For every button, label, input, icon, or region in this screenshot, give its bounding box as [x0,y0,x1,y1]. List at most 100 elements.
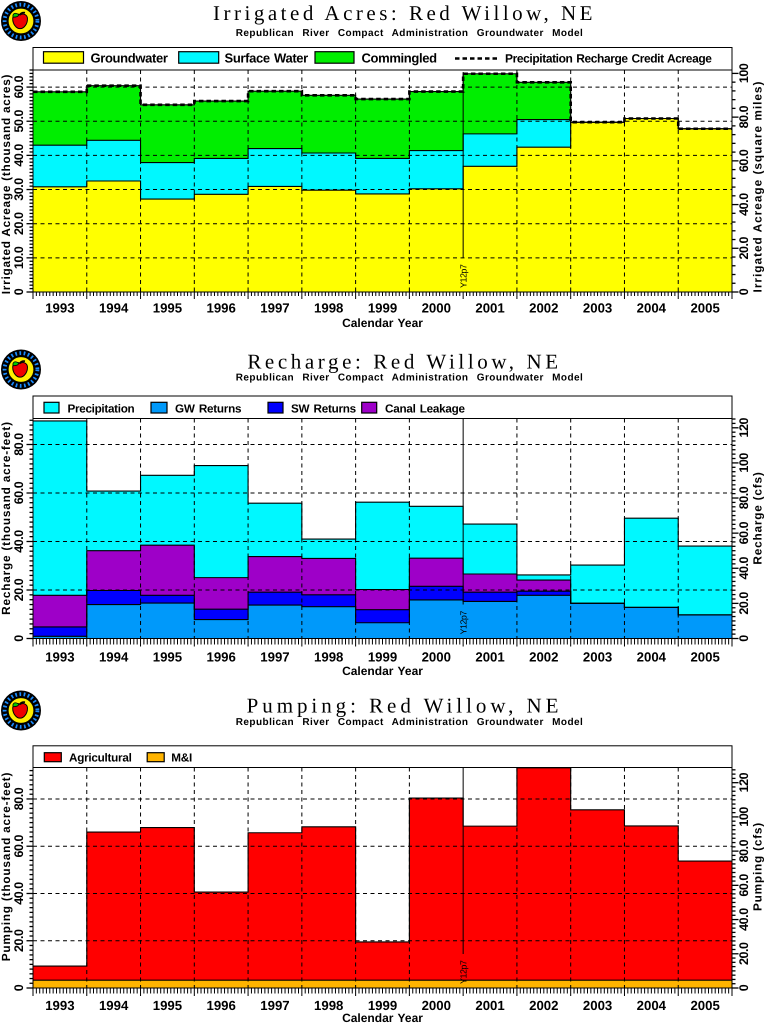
svg-text:1996: 1996 [207,650,236,665]
svg-text:0: 0 [737,984,751,991]
svg-text:20.0: 20.0 [12,212,26,235]
svg-text:20.0: 20.0 [737,592,751,615]
svg-text:60.0: 60.0 [12,834,26,857]
svg-text:30.0: 30.0 [12,178,26,201]
svg-text:Y12p7: Y12p7 [459,264,469,288]
svg-text:60.0: 60.0 [737,521,751,544]
svg-text:0: 0 [737,288,751,295]
svg-text:100: 100 [737,807,751,827]
svg-text:Republican River Compact Admin: Republican River Compact Administration … [236,373,584,384]
svg-text:1998: 1998 [314,301,343,316]
svg-text:Y12p7: Y12p7 [459,960,469,984]
svg-text:1993: 1993 [45,301,74,316]
svg-text:20.0: 20.0 [737,942,751,965]
svg-text:GW Returns: GW Returns [175,402,242,415]
svg-text:40.0: 40.0 [737,193,751,216]
svg-text:2004: 2004 [637,998,667,1013]
svg-text:40.0: 40.0 [12,530,26,553]
svg-text:10.0: 10.0 [12,246,26,269]
svg-text:2000: 2000 [422,998,451,1013]
svg-text:40.0: 40.0 [12,882,26,905]
svg-text:2005: 2005 [690,301,719,316]
svg-text:Calendar Year: Calendar Year [342,316,423,330]
svg-text:1997: 1997 [260,998,289,1013]
svg-text:Pumping (cfs): Pumping (cfs) [751,822,765,911]
svg-text:20.0: 20.0 [737,237,751,260]
svg-text:2002: 2002 [529,301,558,316]
svg-text:1993: 1993 [45,998,74,1013]
svg-text:100: 100 [737,453,751,473]
svg-text:Pumping: Red Willow, NE: Pumping: Red Willow, NE [247,693,563,717]
svg-text:2000: 2000 [422,301,451,316]
svg-text:0: 0 [737,635,751,642]
svg-text:2001: 2001 [475,998,504,1013]
svg-text:Recharge (thousand acre-feet): Recharge (thousand acre-feet) [0,421,13,615]
svg-text:0: 0 [12,635,26,642]
svg-text:Precipitation: Precipitation [68,402,135,415]
svg-text:Recharge: Red Willow, NE: Recharge: Red Willow, NE [247,349,561,373]
svg-text:2003: 2003 [583,998,612,1013]
svg-text:Commingled: Commingled [362,50,438,65]
svg-text:1997: 1997 [260,301,289,316]
svg-text:Y12p7: Y12p7 [459,611,469,635]
svg-text:2004: 2004 [637,650,667,665]
svg-text:1994: 1994 [99,301,129,316]
svg-text:Irrigated Acreage (square mile: Irrigated Acreage (square miles) [751,81,765,293]
svg-text:Irrigated Acres: Red Willow, N: Irrigated Acres: Red Willow, NE [213,1,596,25]
svg-text:Republican River Compact Admin: Republican River Compact Administration … [236,28,584,39]
svg-text:20.0: 20.0 [12,929,26,952]
svg-text:40.0: 40.0 [737,908,751,931]
svg-text:Calendar Year: Calendar Year [342,664,423,678]
svg-text:2000: 2000 [422,650,451,665]
svg-text:2003: 2003 [583,650,612,665]
svg-text:1998: 1998 [314,998,343,1013]
svg-text:60.0: 60.0 [12,75,26,98]
svg-text:120: 120 [737,772,751,792]
svg-text:Agricultural: Agricultural [69,752,132,765]
svg-text:80.0: 80.0 [737,486,751,509]
svg-text:2005: 2005 [690,650,719,665]
svg-text:1995: 1995 [153,998,182,1013]
svg-text:2002: 2002 [529,998,558,1013]
svg-text:1996: 1996 [207,998,236,1013]
svg-text:1999: 1999 [368,650,397,665]
svg-text:50.0: 50.0 [12,109,26,132]
svg-text:Pumping (thousand acre-feet): Pumping (thousand acre-feet) [0,772,13,962]
svg-text:40.0: 40.0 [12,144,26,167]
svg-text:60.0: 60.0 [737,874,751,897]
svg-text:2001: 2001 [475,301,504,316]
svg-text:60.0: 60.0 [12,481,26,504]
svg-text:60.0: 60.0 [737,149,751,172]
svg-text:2001: 2001 [475,650,504,665]
svg-text:1994: 1994 [99,650,129,665]
svg-text:80.0: 80.0 [737,105,751,128]
svg-text:Calendar Year: Calendar Year [342,1011,423,1024]
svg-text:Surface Water: Surface Water [225,50,309,65]
svg-text:2004: 2004 [637,301,667,316]
svg-text:Recharge (cfs): Recharge (cfs) [751,471,765,564]
svg-text:120: 120 [737,418,751,438]
svg-text:1994: 1994 [99,998,129,1013]
svg-text:Republican River Compact Admin: Republican River Compact Administration … [236,717,584,728]
svg-text:80.0: 80.0 [12,433,26,456]
svg-text:80.0: 80.0 [12,787,26,810]
svg-text:1999: 1999 [368,998,397,1013]
svg-text:M&I: M&I [171,752,192,765]
svg-text:1995: 1995 [153,650,182,665]
svg-text:100: 100 [737,63,751,83]
svg-text:2002: 2002 [529,650,558,665]
svg-text:1993: 1993 [45,650,74,665]
svg-text:40.0: 40.0 [737,556,751,579]
svg-text:Canal Leakage: Canal Leakage [385,402,466,415]
svg-text:SW Returns: SW Returns [291,402,357,415]
svg-text:1995: 1995 [153,301,182,316]
svg-text:Irrigated Acreage (thousand ac: Irrigated Acreage (thousand acres) [0,74,13,294]
svg-text:0: 0 [12,288,26,295]
svg-text:80.0: 80.0 [737,839,751,862]
svg-text:2005: 2005 [690,998,719,1013]
svg-text:1998: 1998 [314,650,343,665]
svg-text:0: 0 [12,984,26,991]
svg-text:Precipitation Recharge Credit: Precipitation Recharge Credit Acreage [505,51,712,65]
svg-text:Groundwater: Groundwater [91,50,168,65]
svg-text:1997: 1997 [260,650,289,665]
